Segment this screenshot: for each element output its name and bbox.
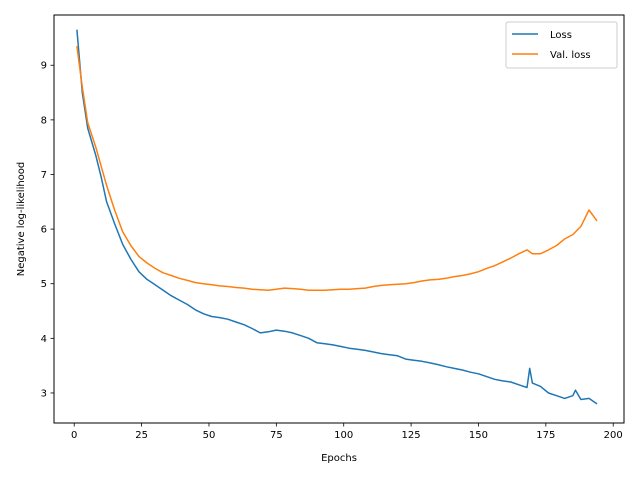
x-tick-label: 150: [469, 430, 488, 441]
y-axis-label: Negative log-likelihood: [16, 162, 27, 277]
y-tick-label: 5: [41, 279, 47, 290]
plot-frame: [53, 14, 625, 424]
x-tick-label: 200: [604, 430, 623, 441]
legend-box: [505, 21, 618, 69]
x-tick-label: 25: [135, 430, 148, 441]
y-tick-label: 3: [41, 388, 47, 399]
x-tick-label: 0: [71, 430, 77, 441]
x-tick-label: 50: [203, 430, 216, 441]
series-line-val-loss: [76, 46, 598, 292]
plot-area: [76, 29, 598, 405]
series-line-loss: [76, 29, 598, 405]
legend-label: Val. loss: [550, 50, 591, 61]
x-tick-label: 75: [270, 430, 283, 441]
y-axis: 3 4 5 6 7 8 9: [41, 61, 54, 399]
x-tick-label: 175: [536, 430, 555, 441]
x-axis: 0 25 50 75 100 125 150 175 200: [71, 423, 623, 441]
x-tick-label: 125: [402, 430, 421, 441]
x-axis-label: Epochs: [321, 453, 357, 464]
x-tick-label: 100: [334, 430, 353, 441]
legend-label: Loss: [550, 30, 572, 41]
y-tick-label: 8: [41, 115, 47, 126]
y-tick-label: 7: [41, 170, 47, 181]
y-tick-label: 4: [41, 334, 47, 345]
y-tick-label: 6: [41, 225, 47, 236]
y-tick-label: 9: [41, 61, 47, 72]
legend: Loss Val. loss: [505, 21, 618, 69]
